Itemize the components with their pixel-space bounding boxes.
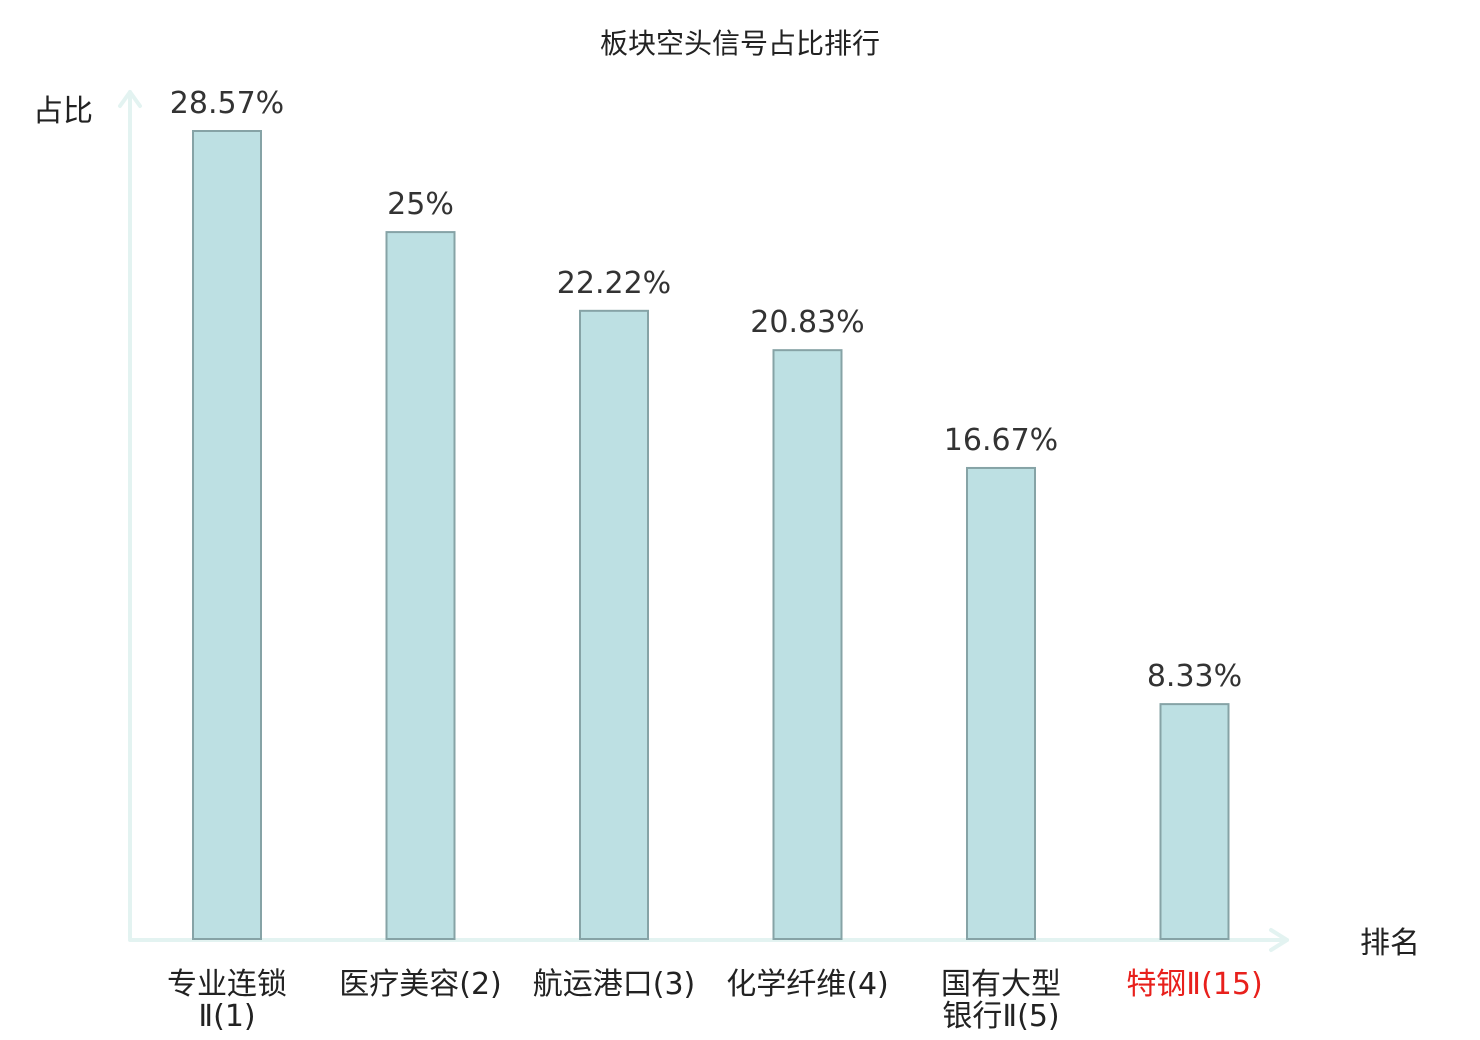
bar-3 bbox=[579, 309, 649, 940]
x-axis-arrow-icon bbox=[1269, 928, 1289, 952]
y-axis-arrow-icon bbox=[118, 90, 142, 108]
category-labels: 专业连锁 Ⅱ(1) 医疗美容(2) 航运港口(3) 化学纤维(4) 国有大型银行Ⅱ(5) 特… bbox=[167, 967, 1263, 1034]
value-label-2: 25% bbox=[387, 187, 454, 222]
category-label-5: 国有大型银行Ⅱ(5) bbox=[941, 967, 1061, 1034]
category-label-line: 航运港口(3) bbox=[533, 967, 696, 1002]
value-label-4: 20.83% bbox=[750, 305, 864, 340]
x-axis-label: 排名 bbox=[1360, 926, 1420, 961]
category-label-line: 专业连锁 bbox=[167, 967, 287, 1002]
chart-title: 板块空头信号占比排行 bbox=[600, 27, 880, 60]
category-label-1: 专业连锁 Ⅱ(1) bbox=[167, 967, 287, 1034]
category-label-line: 国有大型 bbox=[941, 967, 1061, 1002]
category-label-6: 特钢Ⅱ(15) bbox=[1126, 967, 1262, 1002]
bar-5 bbox=[966, 466, 1036, 940]
y-axis-label: 占比 bbox=[33, 94, 93, 129]
value-label-3: 22.22% bbox=[557, 266, 671, 301]
bar-series bbox=[192, 130, 1230, 941]
bar-1 bbox=[192, 130, 262, 940]
bar-6 bbox=[1159, 703, 1230, 941]
value-label-1: 28.57% bbox=[170, 86, 284, 121]
category-label-3: 航运港口(3) bbox=[533, 967, 696, 1002]
bar-4 bbox=[772, 349, 843, 940]
category-label-line: 银行Ⅱ(5) bbox=[942, 999, 1059, 1034]
category-label-4: 化学纤维(4) bbox=[726, 967, 889, 1002]
data-labels: 28.57% 25% 22.22% 20.83% 16.67% 8.33% bbox=[170, 86, 1242, 694]
category-label-2: 医疗美容(2) bbox=[339, 967, 502, 1002]
value-label-6: 8.33% bbox=[1147, 659, 1242, 694]
category-label-line: 特钢Ⅱ(15) bbox=[1126, 967, 1262, 1002]
category-label-line: Ⅱ(1) bbox=[198, 999, 255, 1034]
bar-2 bbox=[385, 231, 456, 940]
value-label-5: 16.67% bbox=[944, 423, 1058, 458]
category-label-line: 化学纤维(4) bbox=[726, 967, 889, 1002]
category-label-line: 医疗美容(2) bbox=[339, 967, 502, 1002]
